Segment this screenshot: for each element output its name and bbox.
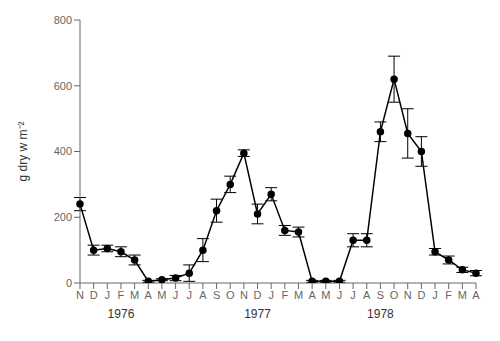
svg-text:M: M: [157, 289, 166, 301]
svg-text:200: 200: [54, 211, 72, 223]
svg-text:D: D: [417, 289, 425, 301]
svg-text:A: A: [472, 289, 480, 301]
svg-text:1977: 1977: [244, 307, 271, 321]
svg-text:J: J: [186, 289, 192, 301]
svg-text:J: J: [173, 289, 179, 301]
svg-text:J: J: [268, 289, 274, 301]
svg-text:S: S: [213, 289, 220, 301]
svg-text:N: N: [404, 289, 412, 301]
svg-text:1976: 1976: [108, 307, 135, 321]
svg-text:1978: 1978: [367, 307, 394, 321]
svg-text:600: 600: [54, 80, 72, 92]
svg-text:J: J: [337, 289, 343, 301]
svg-text:A: A: [308, 289, 316, 301]
svg-text:g dry w m⁻²: g dry w m⁻²: [16, 121, 30, 181]
svg-text:0: 0: [66, 277, 72, 289]
svg-text:A: A: [363, 289, 371, 301]
svg-text:M: M: [130, 289, 139, 301]
svg-text:800: 800: [54, 14, 72, 26]
svg-text:F: F: [118, 289, 125, 301]
svg-text:O: O: [226, 289, 235, 301]
svg-text:J: J: [105, 289, 111, 301]
svg-text:A: A: [145, 289, 153, 301]
svg-text:F: F: [445, 289, 452, 301]
svg-text:A: A: [199, 289, 207, 301]
svg-text:M: M: [294, 289, 303, 301]
svg-text:J: J: [350, 289, 356, 301]
svg-text:D: D: [90, 289, 98, 301]
svg-text:N: N: [76, 289, 84, 301]
svg-text:M: M: [458, 289, 467, 301]
svg-text:D: D: [254, 289, 262, 301]
svg-text:M: M: [321, 289, 330, 301]
svg-text:N: N: [240, 289, 248, 301]
svg-text:S: S: [377, 289, 384, 301]
svg-text:400: 400: [54, 145, 72, 157]
svg-text:F: F: [281, 289, 288, 301]
svg-text:O: O: [390, 289, 399, 301]
svg-text:J: J: [432, 289, 438, 301]
